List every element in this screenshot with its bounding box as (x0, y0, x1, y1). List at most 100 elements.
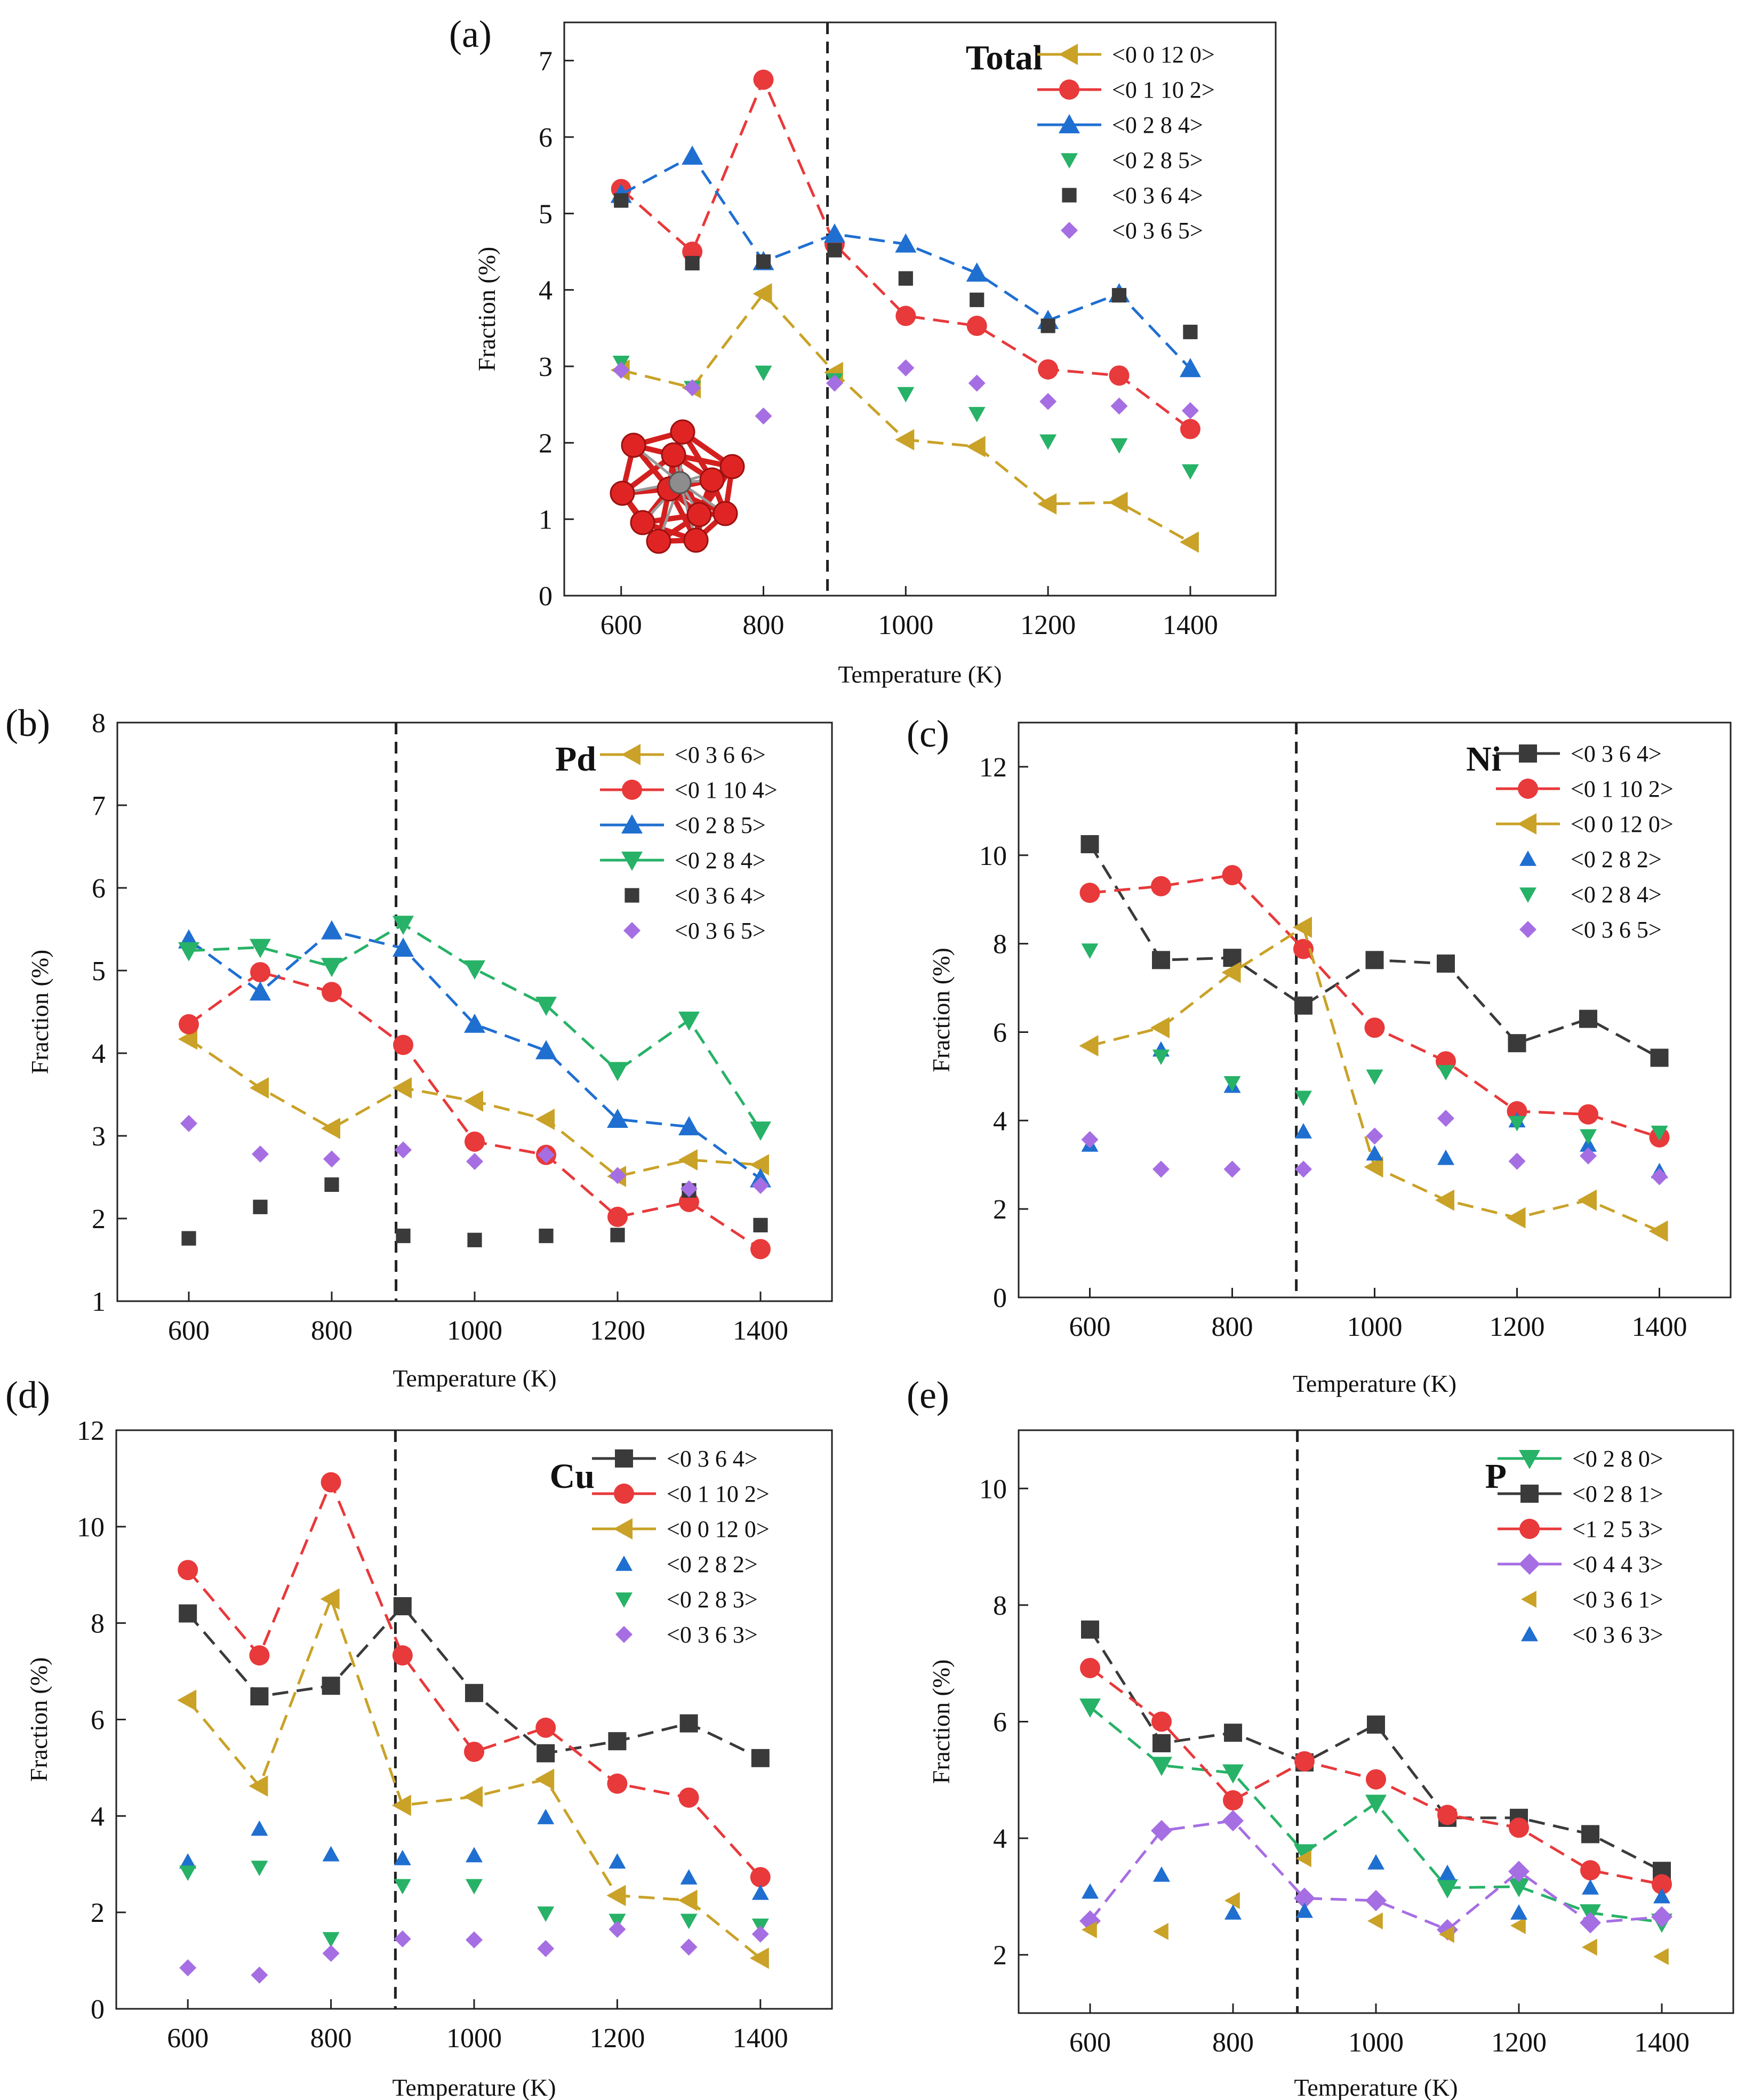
data-point (1581, 1825, 1599, 1843)
data-point (1365, 1794, 1387, 1814)
data-point (466, 1879, 483, 1895)
data-point (393, 916, 414, 935)
data-point (966, 436, 986, 458)
y-tick-label: 2 (993, 1941, 1007, 1971)
data-point (966, 262, 988, 282)
data-point (1578, 1189, 1597, 1211)
data-point (1079, 1035, 1099, 1057)
data-point (682, 145, 703, 165)
x-tick-label: 800 (1212, 1312, 1253, 1342)
data-point (1039, 392, 1057, 410)
legend-entry: <0 3 6 5> (1571, 917, 1662, 943)
data-point (464, 1013, 485, 1033)
y-tick-label: 3 (539, 352, 553, 382)
data-point (1110, 438, 1128, 454)
data-point (610, 1228, 625, 1243)
plot-frame (1018, 722, 1732, 1299)
series-5 (180, 1115, 769, 1198)
data-point (1038, 359, 1059, 380)
y-tick-label: 4 (92, 1039, 106, 1069)
data-point (1294, 1887, 1315, 1909)
data-point (1508, 1034, 1526, 1053)
y-tick-label: 2 (91, 1898, 105, 1928)
legend-marker (1061, 222, 1078, 239)
data-point (678, 1116, 700, 1135)
data-point (1365, 951, 1384, 969)
plot-frame (116, 722, 833, 1302)
x-tick-label: 1400 (1634, 2027, 1690, 2058)
data-point (177, 1689, 197, 1711)
x-tick-label: 1200 (1490, 1312, 1545, 1342)
data-point (322, 1846, 340, 1862)
data-point (895, 306, 916, 326)
series-5 (612, 359, 1199, 425)
legend-marker (1519, 887, 1536, 903)
legend-marker (1519, 851, 1536, 866)
data-point (1181, 402, 1199, 420)
series-2 (1080, 1657, 1672, 1895)
x-axis-title: Temperature (K) (392, 2074, 556, 2100)
legend-entry: <0 3 6 4> (667, 1446, 758, 1472)
panel-d: 600 800 1000 1200 1400 0 2 4 6 8 10 12 Temperature (… (5, 1374, 833, 2100)
y-tick-label: 6 (993, 1017, 1007, 1048)
data-point (393, 1077, 412, 1099)
data-point (250, 1687, 269, 1706)
legend-entry: <0 2 8 5> (675, 812, 766, 838)
data-point (1295, 1160, 1312, 1178)
data-point (538, 1146, 555, 1164)
y-tick-label: 6 (92, 873, 106, 904)
x-axis-title: Temperature (K) (1294, 2074, 1458, 2100)
data-point (537, 1744, 555, 1762)
data-point (181, 1231, 196, 1246)
data-point (755, 407, 772, 425)
data-point (1651, 1906, 1672, 1928)
data-point (750, 1121, 771, 1141)
data-point (897, 387, 915, 403)
series-5 (179, 1920, 769, 1984)
x-tick-label: 1000 (1348, 2027, 1404, 2058)
plot-frame (563, 21, 1277, 597)
data-point (1037, 493, 1057, 515)
legend-marker (1519, 1519, 1540, 1539)
data-point (179, 1604, 197, 1623)
data-point (898, 271, 913, 286)
legend-entry: <0 0 12 0> (1571, 811, 1674, 837)
panel-label: (b) (5, 702, 50, 744)
data-point (1366, 1069, 1383, 1085)
legend-entry: <0 3 6 3> (667, 1622, 758, 1648)
data-point (1222, 1810, 1244, 1832)
data-point (750, 1867, 771, 1888)
data-point (823, 223, 845, 243)
data-point (1508, 1152, 1526, 1170)
data-point (322, 1677, 340, 1695)
legend-marker (1061, 153, 1078, 169)
series-line (1088, 1629, 1663, 1872)
data-point (678, 1149, 698, 1171)
panel-a: 600 800 1000 1200 1400 0 1 2 3 4 5 6 7 Temperature (K… (449, 13, 1277, 688)
y-tick-label: 4 (993, 1106, 1007, 1136)
legend-entry: <0 1 10 2> (667, 1481, 770, 1507)
data-point (970, 292, 984, 307)
data-point (466, 1931, 483, 1949)
data-point (1579, 1009, 1597, 1028)
legend-entry: <0 3 6 6> (675, 742, 766, 768)
x-tick-label: 1000 (878, 610, 933, 640)
data-point (1652, 1874, 1672, 1895)
data-point (1179, 531, 1199, 553)
legend-marker (623, 922, 641, 939)
data-point (1367, 1854, 1384, 1870)
data-point (321, 958, 342, 977)
data-point (1223, 1160, 1241, 1178)
chart-title: Cu (550, 1457, 595, 1496)
data-point (1223, 1076, 1241, 1092)
data-point (394, 1930, 411, 1947)
data-point (753, 1217, 768, 1232)
data-point (179, 1959, 197, 1977)
y-axis-title: Fraction (%) (927, 948, 955, 1072)
panel-label: (a) (449, 13, 492, 55)
data-point (465, 1131, 485, 1152)
data-point (324, 1177, 339, 1192)
y-tick-label: 10 (979, 1474, 1007, 1504)
data-point (1152, 951, 1170, 969)
